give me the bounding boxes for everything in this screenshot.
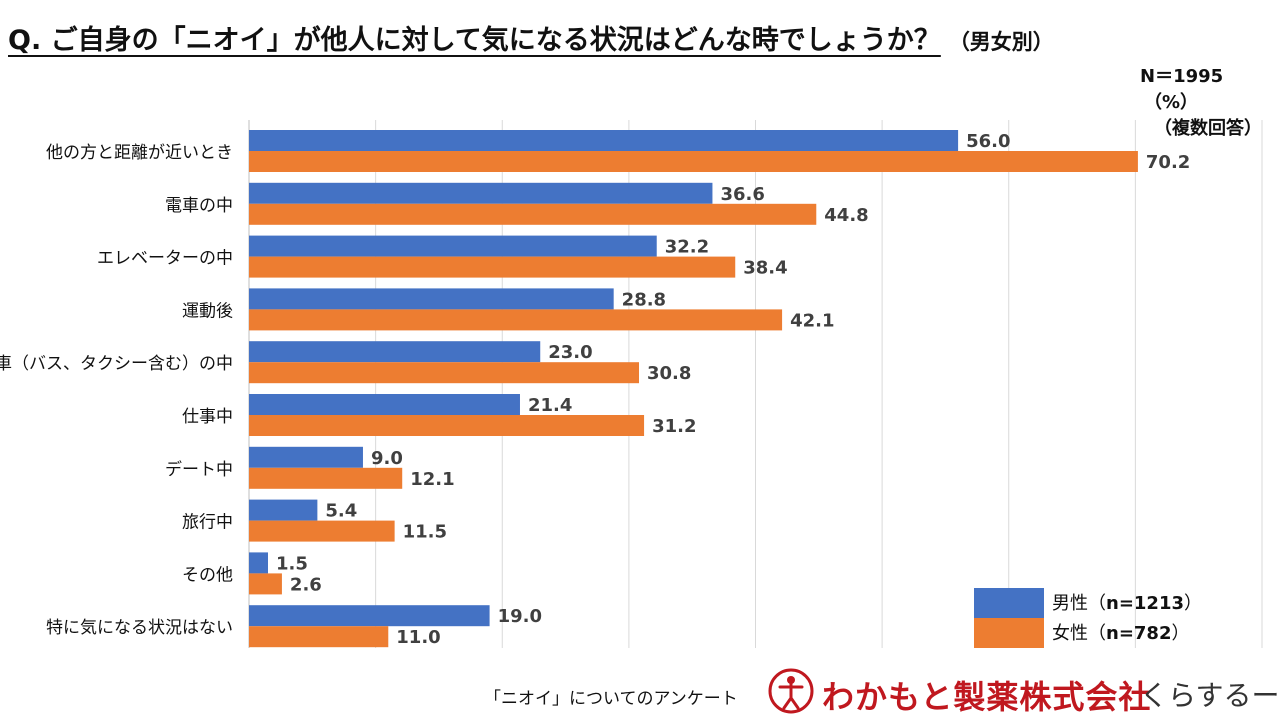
data-label: 21.4	[528, 395, 572, 416]
bar-female	[249, 626, 389, 648]
data-label: 12.1	[410, 469, 454, 490]
data-label: 42.1	[790, 310, 834, 331]
data-label: 2.6	[290, 574, 322, 595]
bar-male	[249, 182, 713, 204]
data-label: 11.0	[396, 627, 440, 648]
bar-male	[249, 499, 318, 521]
legend-label-male: 男性（n=1213）	[1052, 593, 1202, 614]
bar-male	[249, 341, 541, 363]
category-label: 特に気になる状況はない	[46, 618, 233, 638]
data-label: 31.2	[652, 416, 696, 437]
brand-name: くらするーむ	[1140, 679, 1280, 712]
bar-male	[249, 130, 959, 151]
bar-male	[249, 605, 490, 627]
data-labels: 56.0 70.2 36.6 44.8 32.2 38.4 28.8 42.1 23.0 30.8…	[276, 131, 1190, 648]
category-label: 車（バス、タクシー含む）の中	[0, 354, 233, 374]
answer-type-note: （複数回答）	[1154, 118, 1262, 139]
category-label: 運動後	[182, 301, 233, 321]
bar-female	[249, 309, 783, 331]
data-label: 9.0	[371, 448, 403, 469]
category-label: 他の方と距離が近いとき	[46, 143, 233, 163]
data-label: 19.0	[498, 606, 542, 627]
chart-notes: N＝1995 （%） （複数回答）	[1140, 64, 1262, 142]
category-label: その他	[182, 565, 233, 585]
bar-female	[249, 203, 817, 225]
chart-title-main: Q. ご自身の「ニオイ」が他人に対して気になる状況はどんな時でしょうか？	[8, 25, 941, 56]
bar-male	[249, 288, 614, 310]
bar-female	[249, 256, 736, 278]
category-label: デート中	[165, 459, 233, 480]
legend-swatch-male	[974, 588, 1044, 618]
data-label: 44.8	[824, 205, 868, 226]
company-logo-icon	[768, 668, 814, 714]
data-label: 70.2	[1146, 152, 1190, 173]
data-label: 11.5	[403, 522, 447, 543]
bar-male	[249, 394, 520, 415]
legend-label-female: 女性（n=782）	[1052, 623, 1189, 644]
category-label: エレベーターの中	[97, 249, 233, 269]
data-label: 38.4	[743, 258, 787, 279]
category-labels: 他の方と距離が近いとき電車の中エレベーターの中運動後車（バス、タクシー含む）の中…	[0, 143, 233, 638]
data-label: 5.4	[325, 501, 357, 522]
data-label: 28.8	[622, 289, 666, 310]
data-label: 56.0	[966, 131, 1010, 152]
data-label: 30.8	[647, 363, 691, 384]
bar-female	[249, 362, 640, 384]
bars	[249, 130, 1138, 648]
bar-female	[249, 520, 395, 542]
unit-note: （%）	[1144, 92, 1199, 113]
bar-male	[249, 235, 657, 257]
company-name: わかもと製薬株式会社	[822, 678, 1152, 716]
legend: 男性（n=1213） 女性（n=782）	[974, 588, 1202, 648]
bar-female	[249, 415, 645, 436]
chart-title-sub: （男女別）	[948, 30, 1054, 54]
data-label: 36.6	[720, 184, 764, 205]
category-label: 電車の中	[165, 196, 233, 216]
data-label: 32.2	[665, 237, 709, 258]
bar-male	[249, 552, 268, 574]
bar-female	[249, 573, 282, 595]
data-label: 23.0	[548, 342, 592, 363]
category-label: 旅行中	[182, 513, 233, 533]
bar-female	[249, 151, 1138, 172]
legend-swatch-female	[974, 618, 1044, 648]
bar-male	[249, 446, 363, 468]
category-label: 仕事中	[182, 407, 233, 427]
data-label: 1.5	[276, 553, 308, 574]
survey-caption: 「ニオイ」についてのアンケート	[484, 689, 738, 709]
bar-female	[249, 467, 403, 489]
sample-size-note: N＝1995	[1140, 66, 1224, 87]
chart-title: Q. ご自身の「ニオイ」が他人に対して気になる状況はどんな時でしょうか？ （男女別…	[8, 18, 1054, 57]
